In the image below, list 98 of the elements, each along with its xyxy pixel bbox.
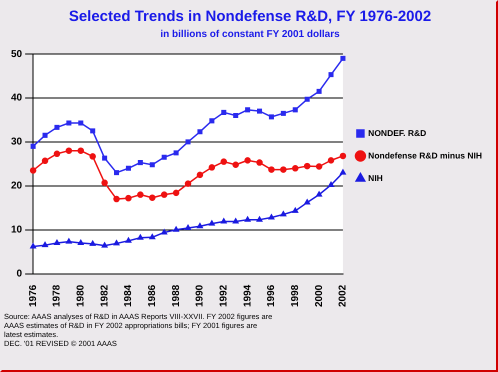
point (256, 216, 262, 222)
point (42, 158, 48, 164)
point (78, 147, 84, 154)
point (328, 72, 334, 78)
point (125, 194, 132, 202)
x-tick-label: 1982 (99, 284, 110, 308)
point (186, 139, 191, 144)
point (42, 242, 48, 248)
point (162, 154, 167, 160)
x-tick-label: 1986 (147, 284, 158, 308)
point (340, 56, 346, 61)
point (208, 164, 216, 171)
point (245, 107, 250, 112)
x-tick-label: 1984 (123, 284, 134, 308)
x-tick-label: 2000 (314, 284, 325, 308)
point (268, 114, 274, 120)
point (232, 162, 239, 168)
point (78, 240, 84, 245)
point (328, 182, 334, 187)
point (42, 132, 48, 138)
point (316, 163, 322, 170)
legend-label: Nondefense R&D minus NIH (368, 150, 482, 160)
point (160, 191, 168, 198)
point (196, 172, 204, 178)
point (174, 150, 179, 156)
x-tick-label: 1990 (194, 284, 206, 308)
y-tick-label: 30 (11, 136, 23, 148)
point (220, 158, 228, 165)
point (54, 240, 60, 245)
point (244, 216, 251, 222)
point (30, 167, 36, 174)
point (304, 199, 310, 205)
point (304, 162, 310, 170)
x-tick-label: 1994 (242, 284, 254, 308)
x-tick-label: 1980 (76, 284, 87, 308)
x-tick-label: 2002 (338, 284, 349, 308)
x-tick-label: 1978 (52, 284, 63, 308)
legend-label: NONDEF. R&D (368, 128, 426, 138)
point (197, 129, 202, 134)
point (268, 214, 274, 220)
point (184, 180, 192, 187)
point (30, 243, 36, 249)
y-tick-label: 50 (11, 48, 23, 60)
point (30, 144, 36, 149)
point (114, 170, 120, 176)
point (102, 156, 108, 161)
x-tick-label: 1976 (28, 284, 39, 308)
point (66, 238, 72, 244)
point (256, 159, 263, 166)
point (102, 242, 108, 248)
point (316, 88, 322, 94)
point (340, 152, 346, 160)
point (280, 110, 286, 116)
x-tick-label: 1998 (290, 284, 302, 308)
point (221, 110, 226, 115)
point (340, 169, 346, 175)
point (138, 160, 143, 166)
y-tick-label: 20 (11, 180, 23, 192)
point (304, 96, 310, 102)
point (328, 157, 334, 164)
x-tick-label: 1988 (170, 284, 182, 308)
point (137, 191, 144, 198)
x-tick-label: 1996 (266, 284, 278, 308)
point (54, 150, 60, 158)
x-tick-label: 1992 (218, 284, 230, 308)
point (78, 120, 84, 126)
point (244, 157, 251, 164)
point (208, 220, 215, 226)
chart-title: Selected Trends in Nondefense R&D, FY 1976-2002 (68, 8, 432, 26)
point (233, 113, 238, 118)
point (280, 166, 287, 173)
point (220, 218, 227, 224)
legend-label: NIH (368, 172, 383, 183)
point (292, 165, 299, 172)
point (161, 229, 168, 234)
point (316, 191, 322, 197)
y-tick-label: 0 (16, 268, 23, 280)
point (137, 234, 144, 240)
point (257, 108, 262, 114)
point (150, 162, 155, 168)
chart-subtitle: in billions of constant FY 2001 dollars (160, 28, 340, 40)
point (292, 107, 298, 112)
point (126, 166, 131, 171)
point (90, 128, 96, 134)
point (113, 196, 120, 202)
point (232, 218, 239, 224)
point (89, 153, 96, 160)
point (209, 118, 214, 124)
point (268, 166, 275, 173)
point (172, 190, 180, 196)
point (185, 224, 191, 230)
y-tick-label: 10 (11, 224, 23, 236)
point (149, 194, 156, 201)
y-tick-label: 40 (11, 92, 23, 104)
point (66, 147, 72, 154)
point (54, 124, 60, 130)
point (101, 180, 108, 186)
point (66, 120, 72, 126)
